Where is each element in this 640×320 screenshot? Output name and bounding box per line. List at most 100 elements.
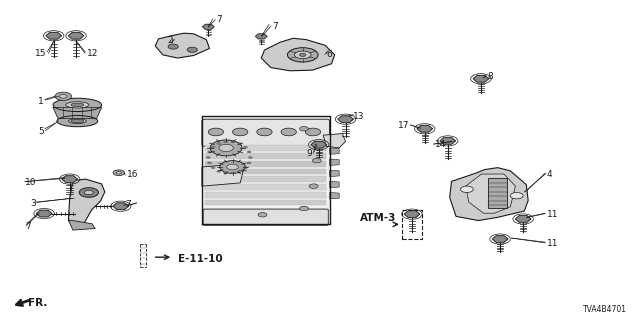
Ellipse shape xyxy=(71,119,84,123)
Polygon shape xyxy=(338,116,353,123)
Ellipse shape xyxy=(79,188,99,197)
Polygon shape xyxy=(440,138,456,144)
Text: 4: 4 xyxy=(547,170,552,179)
Text: 16: 16 xyxy=(127,171,139,180)
Circle shape xyxy=(208,128,223,136)
Circle shape xyxy=(300,206,308,211)
Text: 7: 7 xyxy=(25,222,31,231)
Circle shape xyxy=(309,184,318,188)
Polygon shape xyxy=(255,34,267,39)
Polygon shape xyxy=(68,32,84,39)
Polygon shape xyxy=(417,125,433,132)
Text: ATM-3: ATM-3 xyxy=(360,213,397,223)
Polygon shape xyxy=(202,164,243,186)
Text: 8: 8 xyxy=(487,72,493,81)
Polygon shape xyxy=(36,210,52,217)
Bar xyxy=(488,178,507,208)
Circle shape xyxy=(187,47,197,52)
Circle shape xyxy=(60,94,67,98)
Ellipse shape xyxy=(71,103,84,107)
Circle shape xyxy=(231,172,235,174)
Circle shape xyxy=(238,170,242,172)
Circle shape xyxy=(217,143,221,145)
Circle shape xyxy=(461,186,473,193)
Polygon shape xyxy=(202,24,214,29)
Circle shape xyxy=(231,141,235,143)
Text: 15: 15 xyxy=(35,49,47,58)
Text: 13: 13 xyxy=(353,112,365,121)
Text: 12: 12 xyxy=(87,49,99,58)
Ellipse shape xyxy=(68,119,86,124)
Ellipse shape xyxy=(66,102,89,108)
Circle shape xyxy=(238,143,242,145)
Polygon shape xyxy=(261,38,335,71)
Text: 7: 7 xyxy=(272,22,278,31)
Circle shape xyxy=(116,172,122,174)
Circle shape xyxy=(224,141,228,143)
Polygon shape xyxy=(113,203,129,210)
Circle shape xyxy=(510,193,523,199)
Ellipse shape xyxy=(300,53,306,56)
Circle shape xyxy=(244,146,248,148)
Circle shape xyxy=(281,128,296,136)
Ellipse shape xyxy=(287,48,318,62)
Circle shape xyxy=(248,156,252,158)
Circle shape xyxy=(232,128,248,136)
Polygon shape xyxy=(68,220,95,230)
Circle shape xyxy=(113,170,125,176)
Text: 11: 11 xyxy=(547,239,558,248)
Circle shape xyxy=(206,156,210,158)
FancyBboxPatch shape xyxy=(202,119,330,146)
Circle shape xyxy=(312,158,321,163)
Polygon shape xyxy=(202,116,330,224)
Polygon shape xyxy=(330,193,339,199)
Circle shape xyxy=(55,92,72,100)
Circle shape xyxy=(207,151,211,153)
Bar xyxy=(205,176,326,182)
Text: 3: 3 xyxy=(30,198,36,207)
Text: 7: 7 xyxy=(125,200,131,209)
Ellipse shape xyxy=(84,190,93,195)
Bar xyxy=(205,169,326,174)
Polygon shape xyxy=(330,148,339,154)
Circle shape xyxy=(219,144,234,151)
Polygon shape xyxy=(330,170,339,177)
Ellipse shape xyxy=(57,116,98,127)
Text: 1: 1 xyxy=(38,97,44,106)
Polygon shape xyxy=(330,159,339,165)
Circle shape xyxy=(257,128,272,136)
Polygon shape xyxy=(404,211,420,218)
Text: FR.: FR. xyxy=(28,298,47,308)
Circle shape xyxy=(300,126,308,131)
Polygon shape xyxy=(515,216,531,222)
Polygon shape xyxy=(156,33,209,58)
Polygon shape xyxy=(450,168,528,220)
Ellipse shape xyxy=(294,51,311,59)
Circle shape xyxy=(168,44,178,49)
Polygon shape xyxy=(492,236,508,242)
Circle shape xyxy=(207,162,211,164)
Circle shape xyxy=(305,128,321,136)
Polygon shape xyxy=(473,76,488,82)
Text: 10: 10 xyxy=(25,178,36,187)
Circle shape xyxy=(224,172,228,174)
Circle shape xyxy=(247,151,251,153)
Circle shape xyxy=(220,161,245,173)
Bar xyxy=(205,161,326,166)
Circle shape xyxy=(244,167,248,169)
Polygon shape xyxy=(466,174,515,213)
Text: TVA4B4701: TVA4B4701 xyxy=(582,305,627,314)
Text: 5: 5 xyxy=(38,127,44,136)
Polygon shape xyxy=(46,32,61,39)
Bar xyxy=(205,153,326,159)
Circle shape xyxy=(210,140,242,156)
Text: 17: 17 xyxy=(398,121,410,130)
Polygon shape xyxy=(323,133,346,148)
Text: 11: 11 xyxy=(547,210,558,219)
Text: 14: 14 xyxy=(435,140,446,149)
Circle shape xyxy=(258,212,267,217)
Bar xyxy=(205,145,326,151)
Ellipse shape xyxy=(53,98,102,112)
Polygon shape xyxy=(53,108,102,119)
Text: 7: 7 xyxy=(216,15,222,24)
